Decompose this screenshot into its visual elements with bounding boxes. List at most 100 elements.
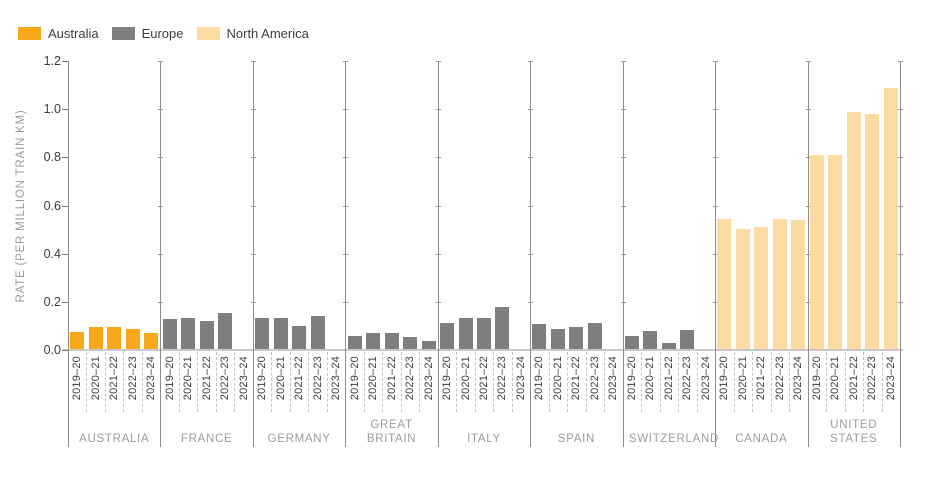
bar (772, 219, 787, 349)
year-separator (659, 352, 661, 412)
bar (680, 330, 695, 349)
year-tick-label: 2020–21 (182, 356, 195, 401)
y-tick-label: 1.0 (43, 102, 61, 117)
y-axis-tick (62, 205, 68, 207)
bar (458, 318, 473, 349)
legend-swatch-australia (18, 27, 41, 40)
y-axis-tick (62, 61, 68, 62)
y-axis-tick (62, 109, 68, 111)
country-label-text: SPAIN (557, 433, 596, 445)
divider-tick (343, 109, 349, 111)
year-tick-label: 2021–22 (108, 356, 121, 401)
divider-tick (805, 109, 811, 111)
year-separator (104, 352, 106, 412)
year-tick-label: 2019–20 (163, 356, 176, 401)
divider-tick (805, 61, 811, 62)
divider-tick (713, 157, 719, 159)
bar (384, 333, 399, 349)
year-tick-label: 2022–23 (866, 356, 879, 401)
divider-tick (435, 253, 441, 255)
bar (199, 321, 214, 349)
bar (107, 327, 122, 349)
year-separator (585, 352, 587, 412)
year-separator (123, 352, 125, 412)
bar (421, 341, 436, 349)
divider-tick (250, 61, 256, 62)
bar (643, 331, 658, 349)
year-separator (419, 352, 421, 412)
year-tick-label: 2020–21 (459, 356, 472, 401)
legend-swatch-europe (111, 27, 135, 40)
year-separator (289, 352, 291, 412)
year-tick-label: 2021–22 (478, 356, 490, 401)
year-tick-label: 2023–24 (237, 356, 250, 401)
bar (440, 323, 455, 349)
y-tick-label: 0.6 (43, 198, 61, 213)
divider-tick (435, 61, 441, 62)
year-separator (271, 352, 273, 412)
bar (366, 333, 381, 349)
divider-tick (898, 109, 903, 111)
divider-tick (528, 157, 534, 159)
divider-tick (158, 109, 164, 111)
year-tick-label: 2021–22 (755, 356, 768, 401)
divider-tick (713, 205, 719, 207)
divider-tick (620, 157, 626, 159)
country-label-text: GERMANY (267, 433, 331, 445)
year-separator (604, 352, 606, 412)
divider-tick (158, 61, 164, 62)
bar (218, 313, 233, 349)
year-tick-label: 2021–22 (385, 356, 398, 401)
divider-tick (898, 253, 903, 255)
bar (791, 220, 806, 349)
divider-tick (898, 157, 903, 159)
year-separator (493, 352, 495, 412)
bar (587, 323, 602, 349)
year-tick-label: 2022–23 (773, 356, 786, 401)
country-label-text: CANADA (735, 433, 788, 445)
year-tick-label: 2020–21 (551, 356, 564, 401)
bar (162, 319, 177, 349)
year-separator (548, 352, 550, 412)
divider-tick (620, 301, 626, 303)
year-separator (567, 352, 569, 412)
year-separator (86, 352, 88, 412)
divider-tick (250, 109, 256, 111)
bar (495, 307, 510, 349)
divider-tick (250, 301, 256, 303)
year-tick-label: 2023–24 (330, 356, 343, 401)
country-label: SWITZERLAND (623, 414, 718, 446)
bar (273, 318, 288, 349)
bar (310, 316, 325, 349)
divider-tick (435, 301, 441, 303)
divider-tick (620, 109, 626, 111)
year-separator (844, 352, 846, 412)
year-tick-label: 2020–21 (274, 356, 287, 401)
y-axis-tick (62, 253, 68, 255)
year-separator (215, 352, 217, 412)
legend-label-europe: Europe (141, 26, 184, 41)
divider-tick (528, 253, 534, 255)
bar (477, 318, 491, 349)
divider-tick (528, 109, 534, 111)
y-axis-tick (62, 301, 68, 303)
y-axis-tick (62, 157, 68, 159)
year-tick-label: 2019–20 (348, 356, 361, 401)
year-tick-label: 2021–22 (847, 356, 860, 401)
year-separator (511, 352, 513, 412)
divider-tick (435, 109, 441, 111)
divider-tick (343, 61, 349, 62)
bar (532, 324, 547, 349)
year-tick-label: 2022–23 (311, 356, 324, 401)
year-tick-label: 2023–24 (792, 356, 805, 401)
year-separator (178, 352, 180, 412)
divider-tick (713, 301, 719, 303)
bar (661, 343, 676, 349)
year-separator (308, 352, 310, 412)
year-separator (234, 352, 236, 412)
divider-tick (620, 61, 626, 62)
year-separator (696, 352, 698, 412)
divider-tick (805, 205, 811, 207)
bar (292, 326, 307, 349)
year-tick-label: 2019–20 (71, 356, 84, 401)
